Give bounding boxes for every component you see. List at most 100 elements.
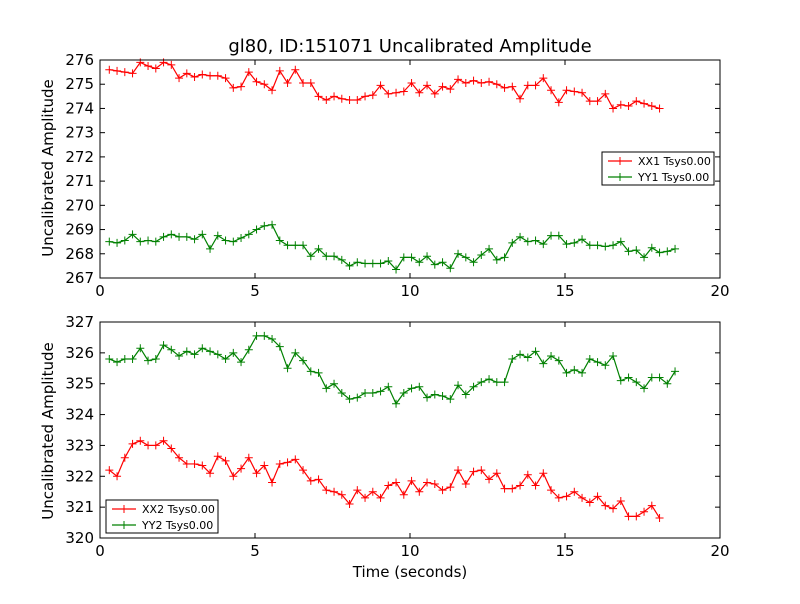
- data-point: [120, 355, 129, 364]
- y-axis-label-bottom: Uncalibrated Amplitude: [39, 342, 57, 519]
- data-point: [616, 100, 625, 109]
- data-point: [268, 334, 277, 343]
- data-point: [438, 82, 447, 91]
- legend-label: XX1 Tsys0.00: [638, 155, 711, 168]
- data-point: [446, 85, 455, 94]
- data-point: [151, 355, 160, 364]
- data-point: [647, 373, 656, 382]
- data-point: [221, 236, 230, 245]
- legend-marker: [120, 505, 128, 513]
- data-point: [206, 347, 215, 356]
- data-point: [384, 89, 393, 98]
- data-point: [585, 355, 594, 364]
- data-point: [237, 358, 246, 367]
- data-point: [430, 89, 439, 98]
- data-point: [593, 97, 602, 106]
- data-point: [461, 253, 470, 262]
- data-point: [423, 252, 432, 261]
- data-point: [531, 236, 540, 245]
- data-point: [190, 350, 199, 359]
- data-point: [477, 79, 486, 88]
- data-point: [640, 99, 649, 108]
- data-point: [182, 69, 191, 78]
- data-point: [337, 490, 346, 499]
- data-point: [182, 459, 191, 468]
- data-point: [423, 81, 432, 90]
- data-point: [345, 95, 354, 104]
- data-point: [570, 238, 579, 247]
- data-point: [291, 348, 300, 357]
- data-point: [485, 244, 494, 253]
- data-point: [105, 237, 114, 246]
- data-point: [609, 241, 618, 250]
- data-point: [647, 102, 656, 111]
- data-point: [361, 92, 370, 101]
- data-point: [438, 392, 447, 401]
- data-point: [353, 393, 362, 402]
- data-point: [113, 358, 122, 367]
- data-point: [221, 74, 230, 83]
- x-tick-label: 5: [250, 282, 260, 300]
- data-point: [229, 237, 238, 246]
- data-point: [221, 456, 230, 465]
- data-point: [314, 244, 323, 253]
- plot-frame: [99, 59, 721, 279]
- data-point: [136, 237, 145, 246]
- data-point: [275, 66, 284, 75]
- legend-marker: [616, 173, 624, 181]
- data-point: [151, 237, 160, 246]
- data-point: [640, 253, 649, 262]
- data-point: [337, 388, 346, 397]
- data-point: [368, 388, 377, 397]
- data-point: [159, 436, 168, 445]
- data-point: [237, 82, 246, 91]
- legend-box: [105, 499, 219, 534]
- y-tick-label: 270: [65, 196, 94, 214]
- y-tick-label: 321: [65, 498, 94, 516]
- data-point: [260, 461, 269, 470]
- data-point: [244, 68, 253, 77]
- data-point: [198, 70, 207, 79]
- data-point: [376, 259, 385, 268]
- data-point: [531, 81, 540, 90]
- data-point: [167, 444, 176, 453]
- data-point: [446, 264, 455, 273]
- data-point: [229, 348, 238, 357]
- y-tick-label: 267: [65, 269, 94, 287]
- data-point: [361, 493, 370, 502]
- data-point: [430, 260, 439, 269]
- x-tick-label: 10: [400, 542, 419, 560]
- data-point: [237, 234, 246, 243]
- data-point: [430, 480, 439, 488]
- data-point: [252, 77, 261, 86]
- data-point: [454, 381, 463, 390]
- data-point: [492, 80, 501, 89]
- data-point: [438, 258, 447, 267]
- data-point: [159, 341, 168, 350]
- data-point: [291, 455, 300, 464]
- data-point: [593, 241, 602, 250]
- data-point: [516, 232, 525, 241]
- data-point: [469, 76, 478, 85]
- data-point: [616, 496, 625, 505]
- data-point: [198, 230, 207, 239]
- data-point: [469, 382, 478, 391]
- data-point: [655, 248, 664, 257]
- data-point: [244, 453, 253, 462]
- data-point: [376, 493, 385, 502]
- data-point: [322, 252, 331, 261]
- data-point: [237, 464, 246, 473]
- data-point: [485, 475, 494, 484]
- data-point: [330, 252, 339, 261]
- data-point: [601, 501, 610, 510]
- data-point: [337, 255, 346, 264]
- data-point: [539, 240, 548, 249]
- data-point: [554, 98, 563, 107]
- data-point: [593, 492, 602, 501]
- data-point: [392, 265, 401, 274]
- data-point: [105, 65, 114, 74]
- data-point: [570, 87, 579, 96]
- data-point: [128, 439, 137, 448]
- data-point: [547, 486, 556, 495]
- data-point: [376, 81, 385, 90]
